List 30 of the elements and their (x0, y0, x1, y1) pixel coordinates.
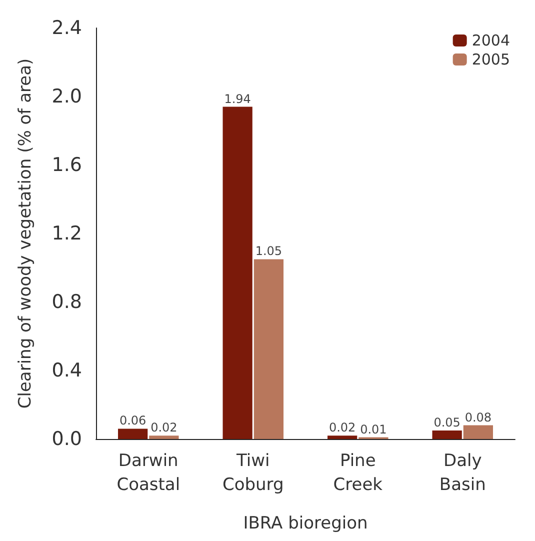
data-label: 0.02 (150, 420, 178, 435)
bar (118, 428, 148, 439)
data-label: 0.08 (464, 410, 492, 424)
bar (463, 425, 494, 439)
data-label: 0.05 (434, 415, 460, 430)
x-axis-title: IBRA bioregion (243, 514, 368, 534)
data-label: 0.02 (328, 420, 356, 435)
y-tick-label: 0.0 (52, 428, 82, 450)
data-label: 0.01 (360, 422, 387, 436)
y-axis-title: Clearing of woody vegetation (% of area) (16, 58, 36, 409)
y-tick-label: 1.6 (52, 154, 82, 176)
data-label: 1.05 (255, 244, 282, 258)
legend-label: 2004 (472, 32, 510, 50)
x-tick-label: Darwin Coastal (116, 451, 180, 495)
x-tick-label: Tiwi Coburg (222, 451, 284, 495)
y-tick-label: 2.0 (52, 86, 82, 108)
bar (432, 430, 462, 439)
data-label: 0.06 (119, 414, 146, 428)
y-tick-label: 0.8 (52, 291, 82, 313)
legend-label: 2005 (472, 50, 510, 68)
y-tick-label: 2.4 (52, 17, 82, 39)
bar (149, 436, 179, 439)
x-tick-label: Daly Basin (439, 451, 486, 495)
y-tick-label: 0.4 (52, 360, 82, 382)
bar (222, 106, 252, 439)
x-tick-label: Pine Creek (333, 451, 383, 495)
bar (254, 259, 284, 439)
y-tick-label: 1.2 (52, 222, 82, 244)
bar (328, 436, 358, 439)
data-label: 1.94 (224, 92, 251, 106)
